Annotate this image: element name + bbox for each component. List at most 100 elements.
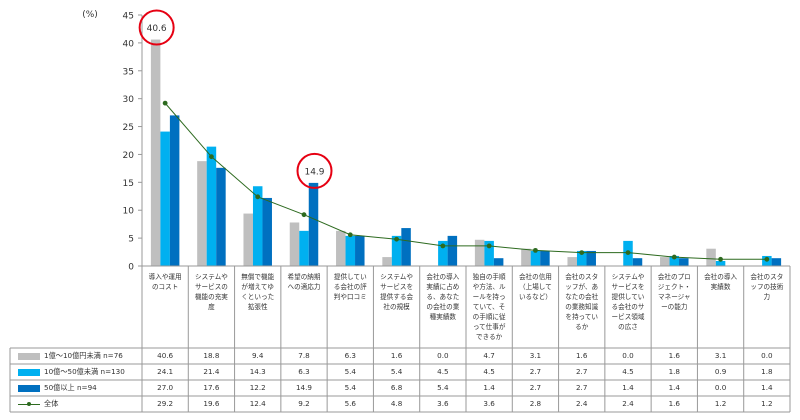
legend-swatch xyxy=(18,401,40,408)
data-table-cell: 6.3 xyxy=(344,351,356,360)
bar xyxy=(382,257,392,266)
data-table-cell: 4.5 xyxy=(483,367,495,376)
line-point xyxy=(209,154,214,160)
legend-label: 全体 xyxy=(44,399,59,408)
legend-label: 10億～50億未満 n=130 xyxy=(44,367,125,376)
y-tick-label: 40 xyxy=(123,39,135,49)
bar xyxy=(299,230,309,266)
data-table-cell: 18.8 xyxy=(203,351,220,360)
data-table-cell: 3.6 xyxy=(483,399,495,408)
data-table-cell: 0.0 xyxy=(761,351,773,360)
data-table-cell: 1.2 xyxy=(761,399,773,408)
data-table-cell: 9.4 xyxy=(251,351,264,360)
x-tick-label: 希望の納期への適応力 xyxy=(287,273,321,291)
data-table-cell: 5.4 xyxy=(390,367,403,376)
data-table-cell: 1.6 xyxy=(390,351,403,360)
bar xyxy=(669,255,680,266)
bar xyxy=(391,235,402,266)
y-tick-label: 10 xyxy=(123,207,135,217)
data-table-cell: 2.7 xyxy=(529,383,542,392)
bar xyxy=(438,240,448,266)
annotation-circle xyxy=(296,152,333,189)
line-point xyxy=(486,243,492,249)
bar xyxy=(586,250,596,266)
bar xyxy=(216,167,226,266)
bar xyxy=(336,230,346,266)
y-tick-label: 45 xyxy=(123,12,134,22)
legend-entry: 50億以上 n=94 xyxy=(18,380,143,396)
bar xyxy=(632,258,643,266)
bar xyxy=(679,258,689,266)
legend-swatch xyxy=(18,368,40,376)
data-table-cell: 12.2 xyxy=(249,383,266,392)
data-table-cell: 24.1 xyxy=(157,367,174,376)
data-table-cell: 1.6 xyxy=(668,399,680,408)
line-point xyxy=(533,247,538,253)
data-table-cell: 1.4 xyxy=(622,383,634,392)
bar xyxy=(493,258,504,266)
data-table-cell: 5.4 xyxy=(344,367,356,376)
data-table-cell: 5.6 xyxy=(344,399,356,408)
data-table-cell: 0.0 xyxy=(714,383,727,392)
data-table-cell: 1.8 xyxy=(668,367,680,376)
data-table-cell: 2.7 xyxy=(529,367,542,376)
x-tick-label: 会社の導入実績に占める、あなたの会社の業種実績数 xyxy=(426,273,460,321)
x-tick-label: システムやサービスを提供している会社のサービス領域の広さ xyxy=(611,273,645,331)
line-point xyxy=(347,232,353,238)
bar xyxy=(540,250,550,266)
y-tick-label: 15 xyxy=(123,179,134,189)
bar xyxy=(576,250,587,266)
bar xyxy=(715,260,726,266)
y-tick-label: 35 xyxy=(123,67,134,77)
data-table-cell: 2.8 xyxy=(529,399,542,408)
line-point xyxy=(440,243,446,249)
bar xyxy=(521,248,531,266)
data-table-cell: 21.4 xyxy=(203,367,220,376)
bar xyxy=(252,186,263,266)
line-point xyxy=(394,236,399,242)
bar xyxy=(567,257,577,266)
data-table-cell: 9.2 xyxy=(298,399,310,408)
annotation-label: 14.9 xyxy=(304,167,324,177)
bar xyxy=(206,146,217,266)
legend-label: 50億以上 n=94 xyxy=(44,383,97,392)
data-table-cell: 4.7 xyxy=(483,351,495,360)
bar xyxy=(262,197,272,266)
data-table-cell: 17.6 xyxy=(203,383,220,392)
bar xyxy=(308,182,319,266)
bar xyxy=(706,248,716,266)
data-table-cell: 2.7 xyxy=(575,383,588,392)
data-table-cell: 3.6 xyxy=(437,399,449,408)
line-point xyxy=(579,250,585,256)
y-tick-label: 5 xyxy=(128,235,134,245)
bar xyxy=(474,239,485,266)
bar xyxy=(530,250,541,266)
data-table-cell: 1.6 xyxy=(668,351,680,360)
data-table-cell: 1.6 xyxy=(575,351,588,360)
x-tick-label: システムやサービスの機能の充実度 xyxy=(194,273,228,311)
data-table-cell: 4.5 xyxy=(622,367,634,376)
data-table-cell: 0.9 xyxy=(714,367,727,376)
bar xyxy=(771,258,782,266)
legend-entry: 1億～10億円未満 n=76 xyxy=(18,348,143,364)
y-tick-label: 25 xyxy=(123,123,134,133)
x-tick-label: 無償で機能が増えてゆくといった拡張性 xyxy=(241,273,275,311)
data-table-cell: 4.5 xyxy=(437,367,449,376)
legend-swatch xyxy=(18,384,40,392)
x-tick-label: 提供している会社の評判や口コミ xyxy=(333,273,367,301)
data-table-cell: 5.4 xyxy=(344,383,356,392)
line-point xyxy=(718,256,723,262)
data-table-cell: 3.1 xyxy=(529,351,542,360)
data-table-cell: 2.4 xyxy=(575,399,588,408)
bar xyxy=(484,240,494,266)
data-table-cell: 29.2 xyxy=(157,399,174,408)
legend-entry: 10億～50億未満 n=130 xyxy=(18,364,143,380)
bar xyxy=(447,235,458,266)
data-table-cell: 6.3 xyxy=(298,367,310,376)
data-table-cell: 19.6 xyxy=(203,399,220,408)
legend-entry: 全体 xyxy=(18,396,143,412)
x-tick-label: 独自の手順や方法、ルールを持っていて、その手順に従って仕事ができるか xyxy=(472,273,506,341)
data-table-cell: 1.2 xyxy=(714,399,727,408)
line-point xyxy=(671,254,677,260)
bar xyxy=(197,161,207,266)
